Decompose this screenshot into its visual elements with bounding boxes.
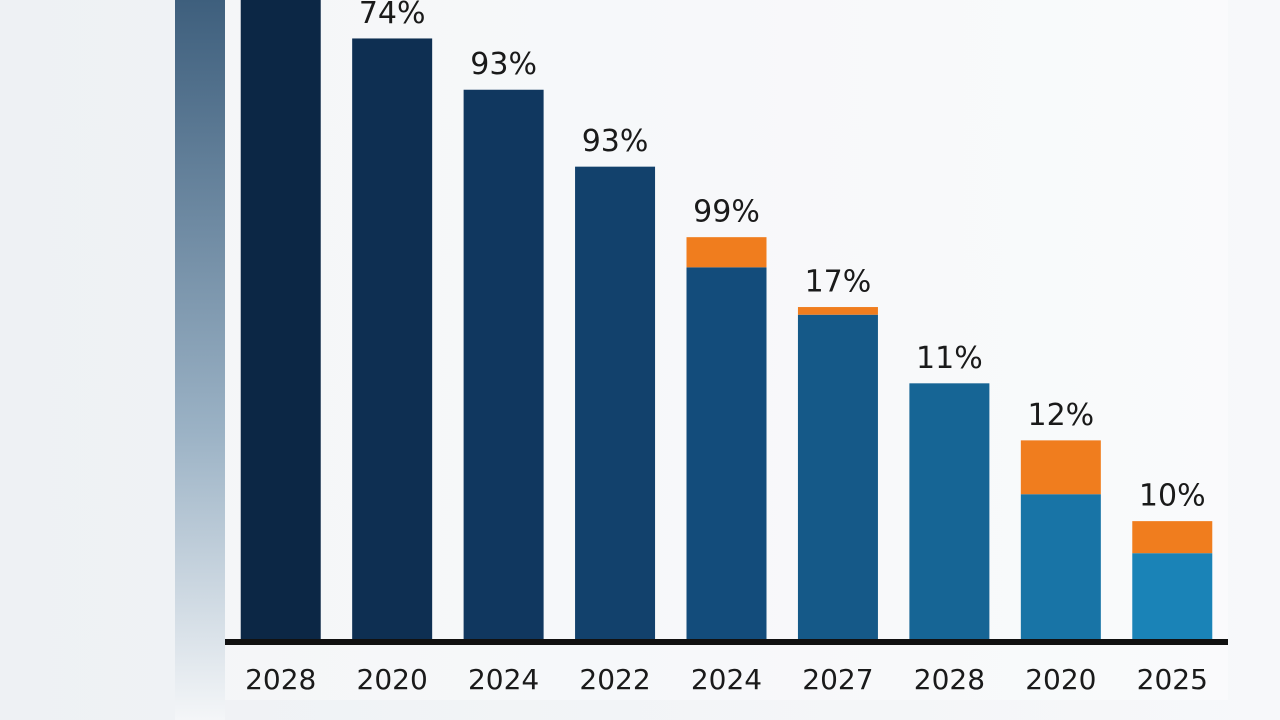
bar-segment [352,38,433,641]
bar-segment [1132,521,1213,554]
bar-segment [797,314,878,641]
bar-segment [463,89,544,642]
x-tick-label: 2022 [579,663,650,696]
bar-label: 99% [693,195,760,230]
bar-segment [575,166,656,641]
bar-segment [909,383,990,641]
bar-label: 17% [805,265,872,300]
x-tick-label: 2024 [468,663,539,696]
side-strip [175,0,225,720]
x-tick-label: 2027 [802,663,873,696]
x-tick-label: 2028 [914,663,985,696]
bar-segment [1132,553,1213,641]
bar-segment [240,0,321,641]
x-tick-label: 2028 [245,663,316,696]
x-tick-label: 2020 [1025,663,1096,696]
bars [240,0,1213,642]
bar-label: 12% [1027,398,1094,433]
x-tick-label: 2025 [1137,663,1208,696]
bar-label: 11% [916,341,983,376]
bar-segment [797,307,878,315]
bar-segment [686,237,767,268]
x-axis [225,639,1228,645]
bar-label: 74% [359,0,426,31]
x-tick-label: 2024 [691,663,762,696]
bar-label: 93% [582,124,649,159]
bar-segment [1020,494,1101,641]
bar-segment [1020,440,1101,495]
x-tick-label: 2020 [357,663,428,696]
bar-label: 93% [470,47,537,82]
bar-segment [686,267,767,641]
bar-label: 10% [1139,479,1206,514]
